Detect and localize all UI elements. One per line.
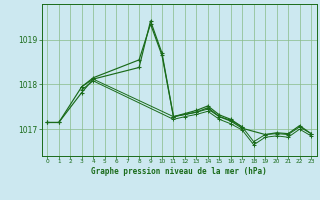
- X-axis label: Graphe pression niveau de la mer (hPa): Graphe pression niveau de la mer (hPa): [91, 167, 267, 176]
